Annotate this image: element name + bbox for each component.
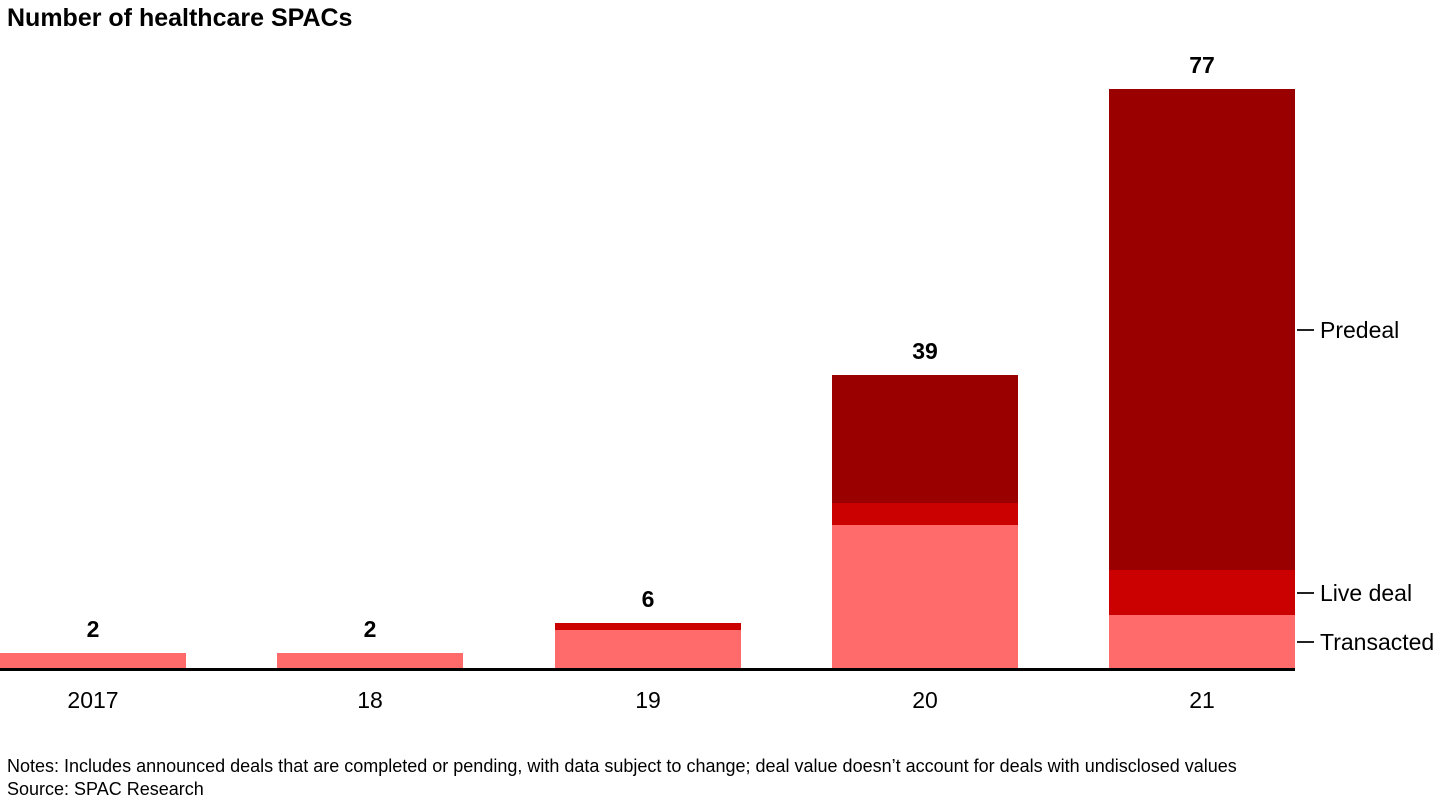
bar-total-label-21: 77 (1189, 51, 1215, 78)
chart-source: Source: SPAC Research (7, 779, 204, 799)
bar-total-label-2017: 2 (86, 615, 100, 642)
bar-total-label-19: 6 (641, 585, 655, 612)
x-axis-label-18: 18 (357, 687, 383, 713)
x-axis-label-19: 19 (635, 687, 661, 713)
bar-segment-2017-transacted (0, 652, 186, 668)
bar-segment-20-transacted (832, 525, 1018, 668)
legend-label-predeal: Predeal (1320, 316, 1400, 343)
x-axis-label-21: 21 (1189, 687, 1215, 713)
bar-segment-21-transacted (1109, 615, 1295, 668)
bar-segment-18-transacted (277, 652, 463, 668)
x-axis-label-20: 20 (912, 687, 938, 713)
legend-leader-transacted (1297, 640, 1314, 643)
chart-notes: Notes: Includes announced deals that are… (7, 756, 1237, 776)
bar-segment-19-live-deal (555, 622, 741, 631)
bar-segment-21-live-deal (1109, 570, 1295, 616)
bar-segment-21-predeal (1109, 88, 1295, 571)
bar-segment-20-predeal (832, 374, 1018, 503)
bar-segment-20-live-deal (832, 502, 1018, 526)
legend-label-live-deal: Live deal (1320, 579, 1413, 606)
bar-total-label-20: 39 (912, 337, 938, 364)
bar-segment-19-transacted (555, 630, 741, 668)
x-axis-label-2017: 2017 (67, 687, 119, 713)
legend-label-transacted: Transacted (1320, 628, 1435, 655)
bar-total-label-18: 2 (363, 615, 377, 642)
chart-title: Number of healthcare SPACs (7, 4, 353, 32)
x-axis-line (0, 668, 1295, 671)
legend-leader-predeal (1297, 328, 1314, 331)
legend-leader-live-deal (1297, 591, 1314, 594)
